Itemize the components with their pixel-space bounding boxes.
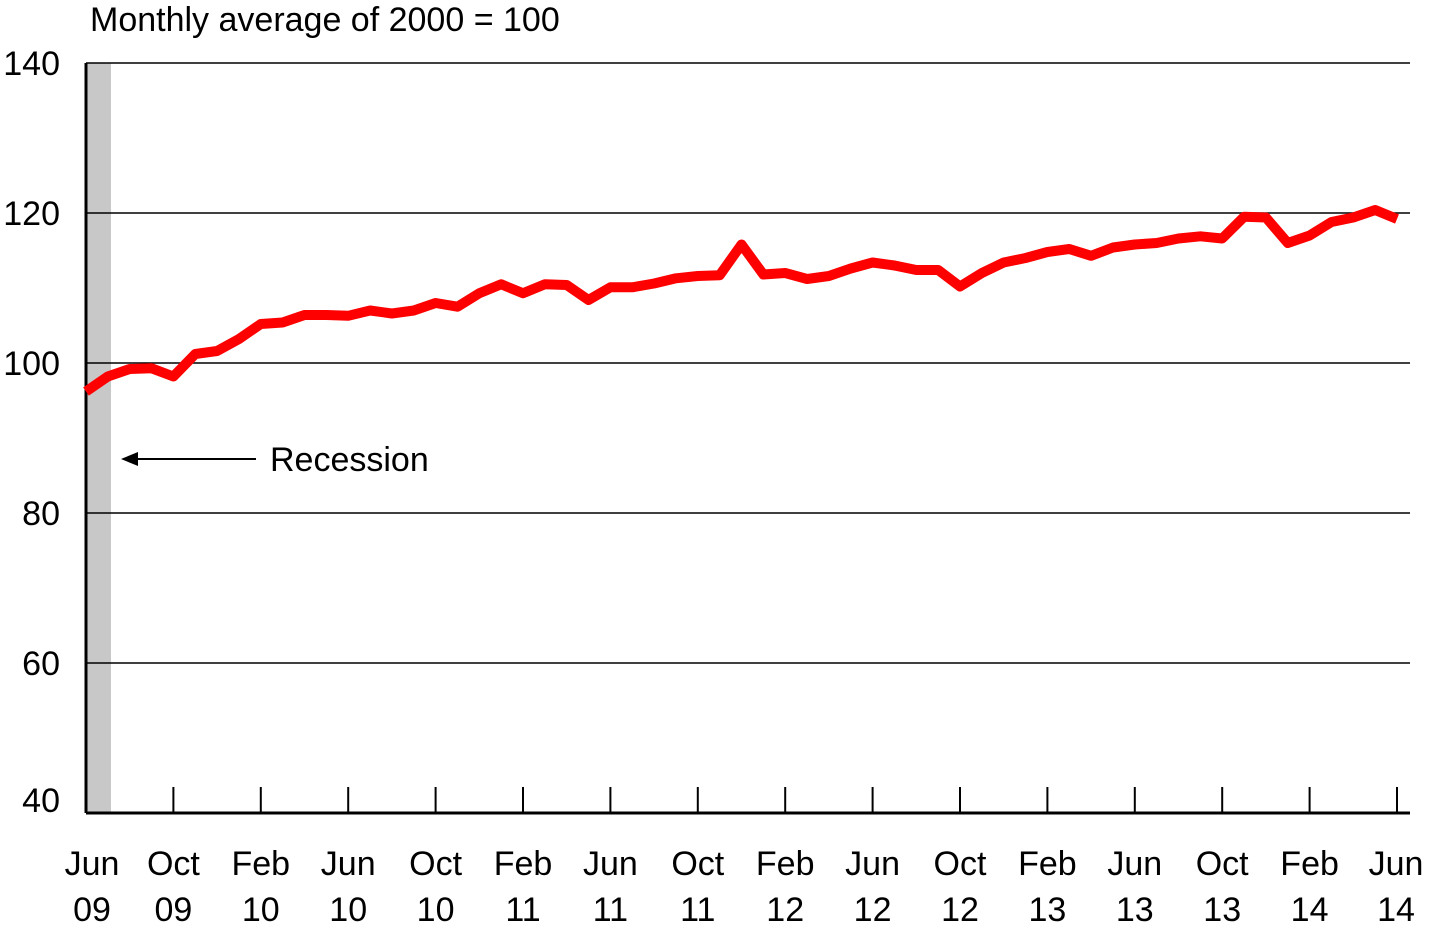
- x-tick-label-jun-13-month: Jun: [1107, 845, 1162, 883]
- y-tick-label-100: 100: [3, 345, 60, 383]
- x-tick-label-jun-11-year: 11: [593, 891, 628, 929]
- x-ticks: [172, 787, 1398, 813]
- x-tick-label-feb-13-month: Feb: [1018, 845, 1077, 883]
- x-tick-label-jun-12-year: 12: [854, 891, 892, 929]
- x-tick-label-oct-12-year: 12: [941, 891, 979, 929]
- x-tick-label-jun-14-year: 14: [1377, 891, 1415, 929]
- x-tick-label-jun-09-year: 09: [73, 891, 111, 929]
- x-tick-label-feb-14-year: 14: [1291, 891, 1329, 929]
- x-tick-label-oct-13-year: 13: [1203, 891, 1241, 929]
- x-tick-label-jun-12-month: Jun: [845, 845, 900, 883]
- x-tick-label-feb-11-month: Feb: [494, 845, 553, 883]
- y-tick-label-140: 140: [3, 45, 60, 83]
- recession-band: [86, 63, 111, 813]
- x-tick-label-jun-14-month: Jun: [1369, 845, 1424, 883]
- recession-annotation: Recession: [121, 441, 429, 479]
- x-tick-label-oct-11-year: 11: [680, 891, 715, 929]
- x-tick-label-oct-11-month: Oct: [671, 845, 724, 883]
- x-tick-label-jun-11-month: Jun: [583, 845, 638, 883]
- x-tick-label-feb-10-month: Feb: [232, 845, 291, 883]
- x-tick-label-jun-10-month: Jun: [321, 845, 376, 883]
- x-tick-label-jun-10-year: 10: [329, 891, 367, 929]
- x-tick-label-feb-12-year: 12: [766, 891, 804, 929]
- x-tick-label-oct-12-month: Oct: [934, 845, 987, 883]
- x-tick-labels: Jun 09 Oct 09 Feb 10 Jun 10 Oct 10 Feb 11 Jun 11 Oct 11…: [65, 845, 1424, 929]
- y-tick-label-40: 40: [22, 782, 60, 820]
- recession-arrow-head: [121, 452, 138, 466]
- x-tick-label-oct-09-year: 09: [154, 891, 192, 929]
- x-tick-label-feb-10-year: 10: [242, 891, 280, 929]
- x-tick-label-oct-10-year: 10: [417, 891, 455, 929]
- series-line: [83, 205, 1399, 396]
- x-tick-label-oct-10-month: Oct: [409, 845, 462, 883]
- y-tick-label-80: 80: [22, 495, 60, 533]
- x-tick-label-jun-13-year: 13: [1116, 891, 1154, 929]
- unit-label: Monthly average of 2000 = 100: [90, 1, 560, 39]
- y-tick-labels: 40 60 80 100 120 140: [3, 45, 60, 820]
- gridlines: [86, 62, 1410, 664]
- x-tick-label-feb-11-year: 11: [505, 891, 540, 929]
- x-tick-label-feb-12-month: Feb: [756, 845, 815, 883]
- x-tick-label-feb-14-month: Feb: [1280, 845, 1339, 883]
- y-tick-label-120: 120: [3, 195, 60, 233]
- x-tick-label-oct-09-month: Oct: [147, 845, 200, 883]
- x-tick-label-oct-13-month: Oct: [1196, 845, 1249, 883]
- x-tick-label-feb-13-year: 13: [1028, 891, 1066, 929]
- recession-label: Recession: [270, 441, 429, 479]
- y-tick-label-60: 60: [22, 645, 60, 683]
- x-tick-label-jun-09-month: Jun: [65, 845, 120, 883]
